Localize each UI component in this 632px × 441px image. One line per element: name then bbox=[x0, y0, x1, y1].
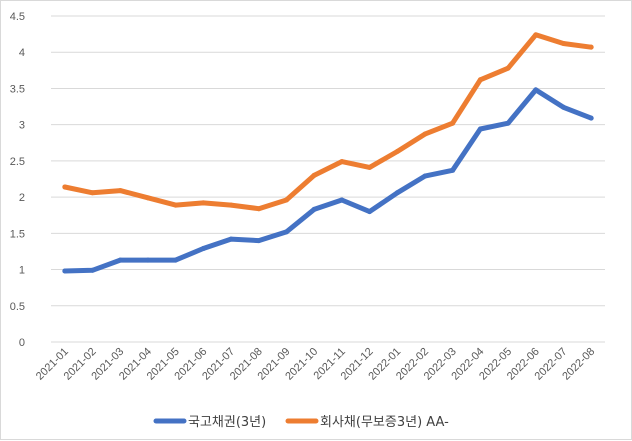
data-point bbox=[560, 41, 566, 47]
data-point bbox=[283, 197, 289, 203]
data-point bbox=[256, 206, 262, 212]
data-point bbox=[394, 148, 400, 154]
data-point bbox=[311, 172, 317, 178]
data-point bbox=[145, 195, 151, 201]
legend-label-0: 국고채권(3년) bbox=[188, 415, 266, 430]
data-point bbox=[145, 257, 151, 263]
series-line-0 bbox=[62, 87, 594, 274]
data-point bbox=[560, 104, 566, 110]
y-tick-label: 2 bbox=[19, 192, 25, 204]
data-point bbox=[117, 188, 123, 194]
data-point bbox=[173, 202, 179, 208]
data-point bbox=[422, 131, 428, 137]
data-point bbox=[588, 44, 594, 50]
series-lines bbox=[62, 32, 594, 274]
data-point bbox=[422, 173, 428, 179]
data-point bbox=[533, 32, 539, 38]
data-point bbox=[394, 190, 400, 196]
data-point bbox=[117, 257, 123, 263]
data-point bbox=[311, 206, 317, 212]
data-point bbox=[367, 164, 373, 170]
data-point bbox=[228, 236, 234, 242]
data-point bbox=[200, 246, 206, 252]
data-point bbox=[367, 209, 373, 215]
y-tick-label: 0 bbox=[19, 337, 25, 349]
gridlines bbox=[51, 15, 605, 343]
data-point bbox=[228, 202, 234, 208]
data-point bbox=[505, 65, 511, 71]
y-tick-label: 1.5 bbox=[10, 228, 25, 240]
data-point bbox=[505, 120, 511, 126]
y-tick-label: 3 bbox=[19, 120, 25, 132]
data-point bbox=[62, 184, 68, 190]
data-point bbox=[477, 126, 483, 132]
data-point bbox=[450, 167, 456, 173]
y-tick-label: 4 bbox=[19, 47, 25, 59]
y-tick-label: 3.5 bbox=[10, 83, 25, 95]
legend-label-1: 회사채(무보증3년) AA- bbox=[320, 415, 449, 430]
data-point bbox=[450, 120, 456, 126]
data-point bbox=[588, 115, 594, 121]
x-axis-ticks: 2021-012021-022021-032021-042021-052021-… bbox=[34, 346, 597, 383]
data-point bbox=[477, 77, 483, 83]
data-point bbox=[90, 190, 96, 196]
data-point bbox=[173, 257, 179, 263]
data-point bbox=[283, 229, 289, 235]
data-point bbox=[339, 159, 345, 165]
y-tick-label: 0.5 bbox=[10, 301, 25, 313]
data-point bbox=[200, 200, 206, 206]
series-line-1 bbox=[62, 32, 594, 212]
y-axis-ticks: 0 0.5 1 1.5 2 2.5 3 3.5 4 4.5 bbox=[10, 11, 25, 349]
data-point bbox=[256, 238, 262, 244]
y-tick-label: 4.5 bbox=[10, 11, 25, 23]
legend: 국고채권(3년) 회사채(무보증3년) AA- bbox=[153, 415, 449, 430]
data-point bbox=[339, 197, 345, 203]
y-tick-label: 1 bbox=[19, 265, 25, 277]
data-point bbox=[62, 268, 68, 274]
data-point bbox=[90, 267, 96, 273]
y-tick-label: 2.5 bbox=[10, 156, 25, 168]
data-point bbox=[533, 87, 539, 93]
